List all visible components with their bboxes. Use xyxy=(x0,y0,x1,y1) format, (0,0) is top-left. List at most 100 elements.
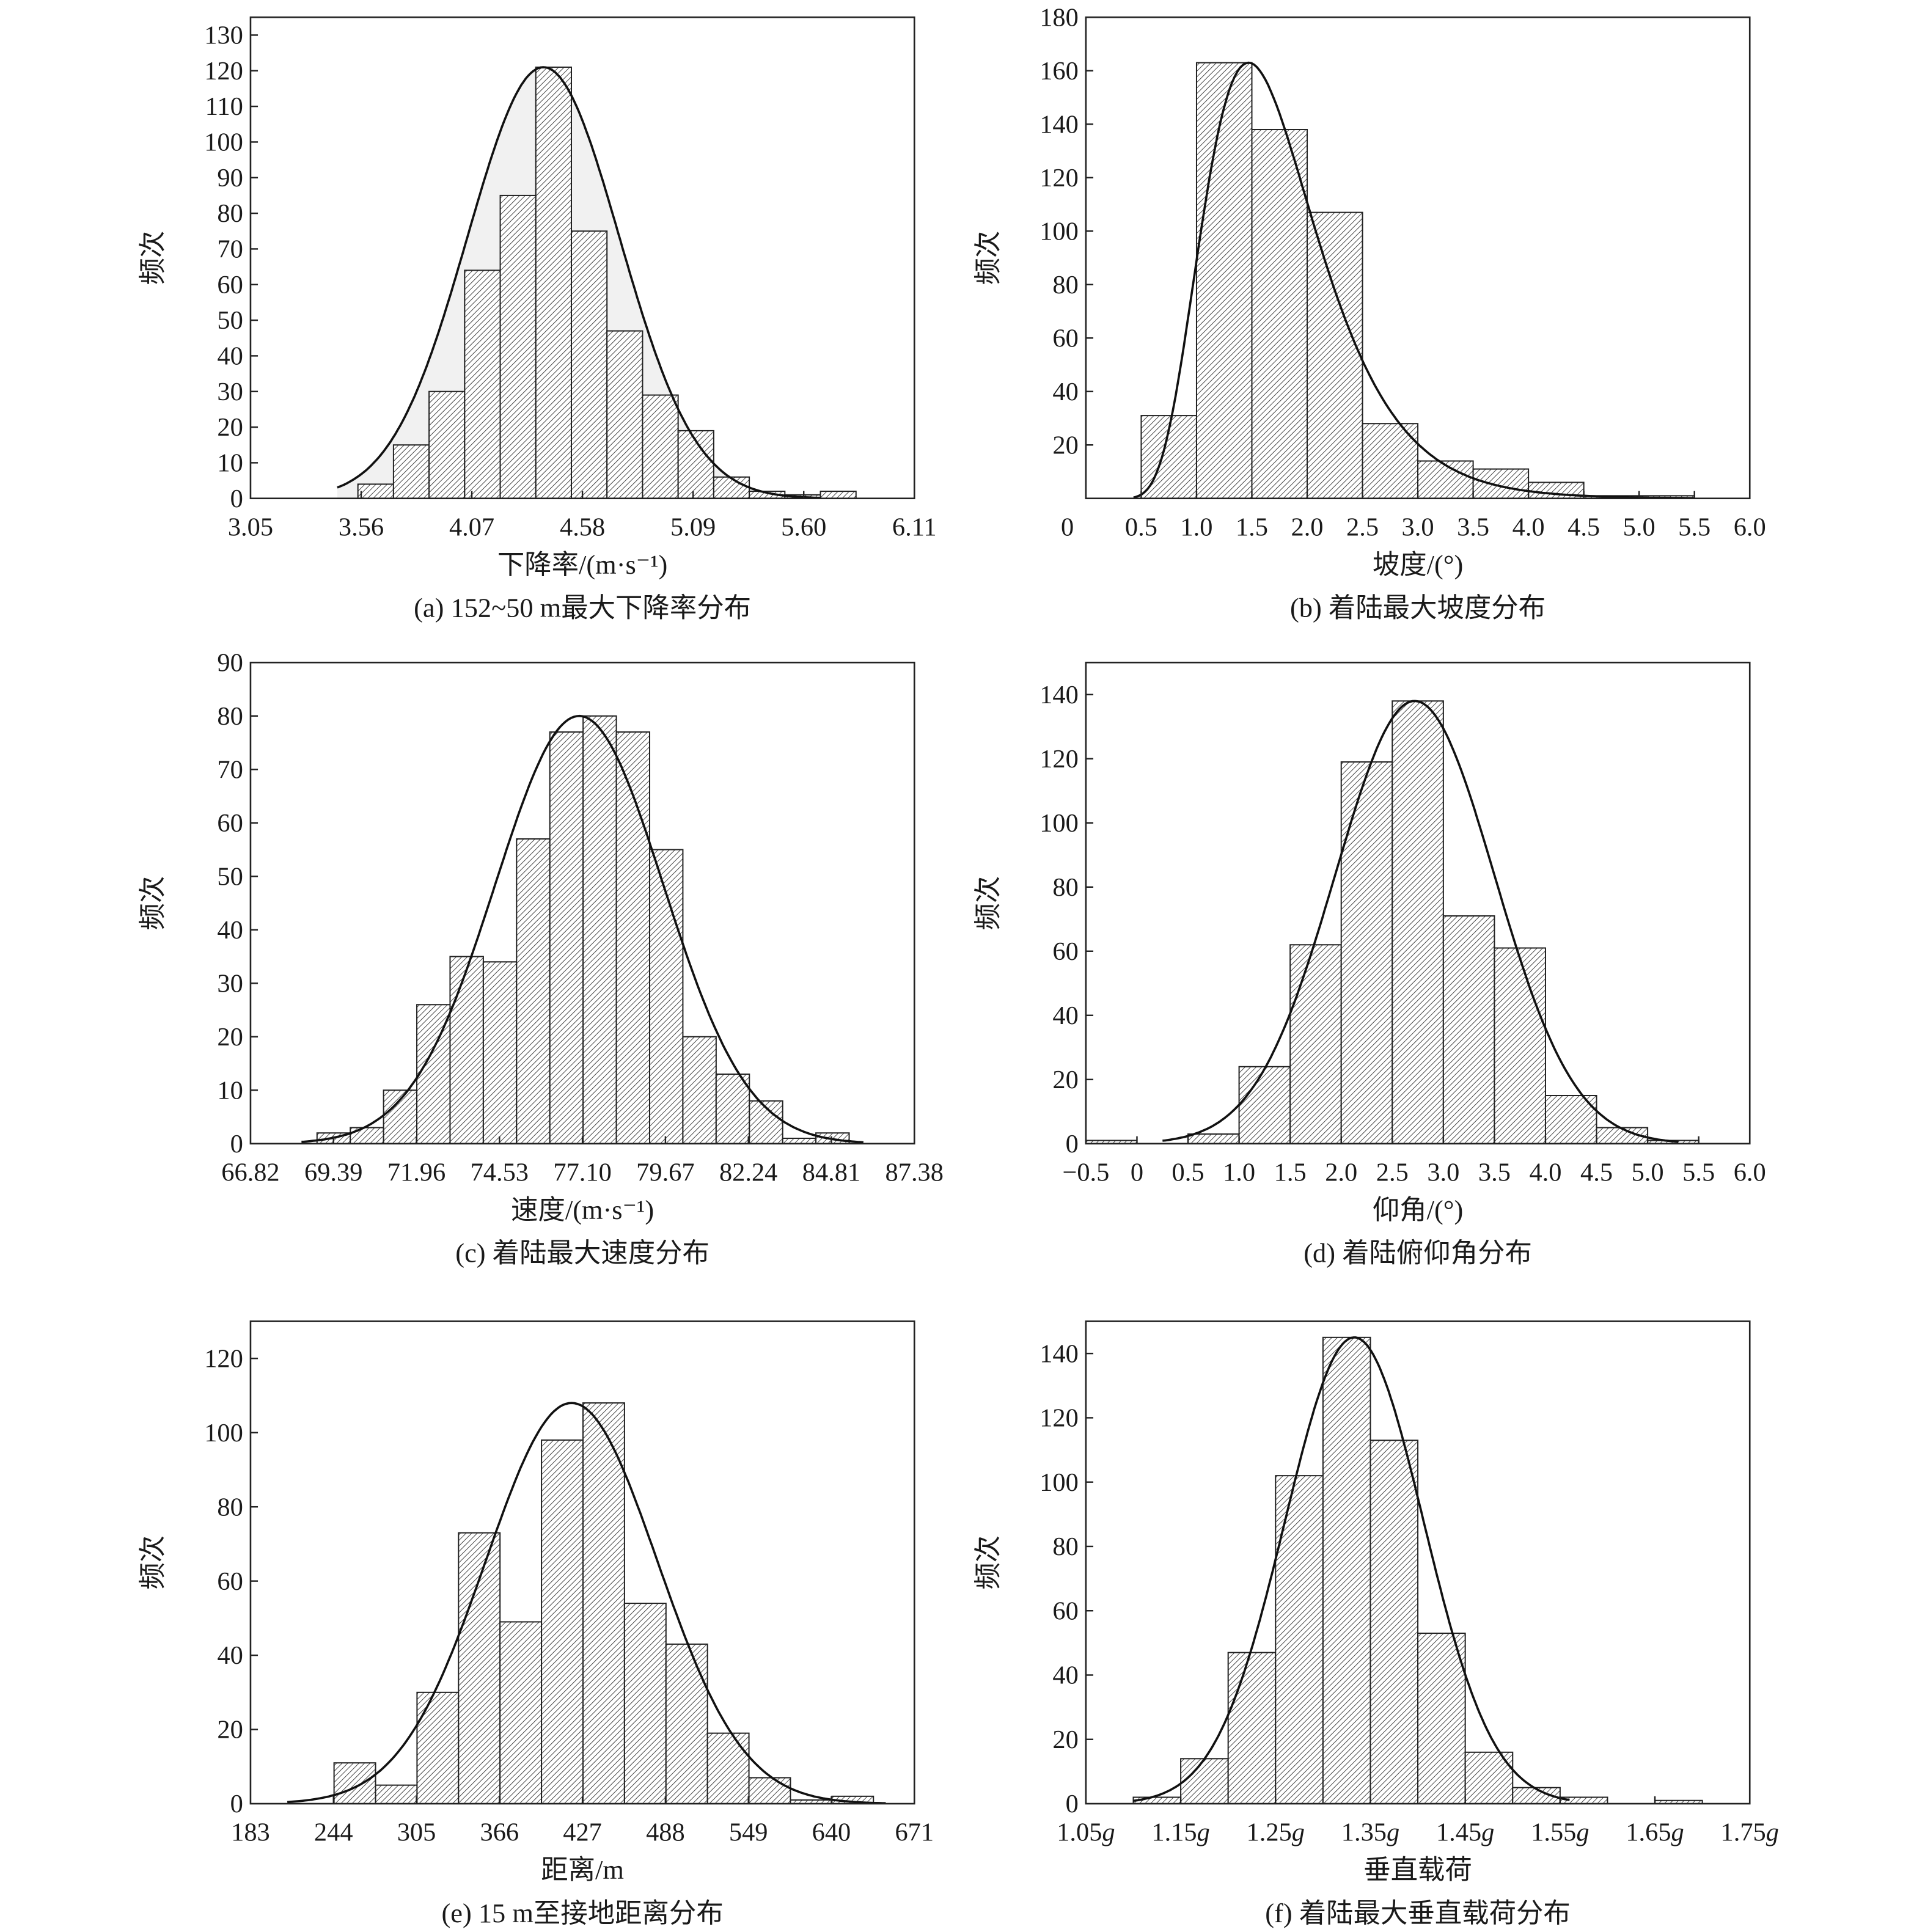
x-tick-label: 2.0 xyxy=(1325,1158,1357,1187)
histogram-bar xyxy=(748,1777,791,1805)
y-tick-label: 120 xyxy=(1040,1404,1079,1433)
y-tick-label: 160 xyxy=(1040,57,1079,86)
x-tick-label: 2.5 xyxy=(1346,513,1379,541)
x-tick-label: 3.0 xyxy=(1427,1158,1459,1187)
y-tick-label: 80 xyxy=(1052,271,1078,299)
chart-panel-a: 0 10 20 30 40 50 60 70 80 90 100 110 120 130 3.05 3.56 4… xyxy=(138,16,937,623)
histogram-bar xyxy=(1370,1440,1419,1805)
y-tick-label: 70 xyxy=(217,755,243,784)
x-tick-label: 82.24 xyxy=(719,1158,777,1187)
histogram-bar xyxy=(1251,129,1308,499)
x-tick-label: 2.5 xyxy=(1376,1158,1409,1187)
x-tick-label: 1.45g xyxy=(1436,1818,1494,1847)
x-tick-label: 2.0 xyxy=(1291,513,1324,541)
y-tick-label: 10 xyxy=(217,1076,243,1105)
y-tick-label: 20 xyxy=(1052,1725,1078,1754)
y-tick-label: 100 xyxy=(1040,1468,1079,1497)
histogram-bar xyxy=(1340,761,1393,1144)
x-tick-label: 4.5 xyxy=(1568,513,1600,541)
y-tick-label: 0 xyxy=(230,1130,243,1158)
histogram-bar xyxy=(535,66,573,499)
fit-curve xyxy=(1133,61,1695,499)
y-tick-label: 30 xyxy=(217,378,243,406)
histogram-bar xyxy=(1275,1475,1324,1805)
x-tick-label: 1.5 xyxy=(1236,513,1268,541)
histogram-bar xyxy=(449,956,484,1144)
histogram-bar xyxy=(642,394,679,499)
y-tick-label: 80 xyxy=(217,199,243,228)
histogram-bar xyxy=(464,269,501,499)
histogram-bar xyxy=(482,961,518,1144)
histogram-bar xyxy=(1417,1633,1466,1805)
x-tick-label: 6.0 xyxy=(1734,513,1766,541)
y-axis-title: 频次 xyxy=(138,1535,168,1590)
x-tick-label: 305 xyxy=(397,1818,436,1847)
x-axis-title: 坡度/(°) xyxy=(1373,549,1463,580)
y-tick-label: 90 xyxy=(217,648,243,677)
x-tick-label: 1.0 xyxy=(1223,1158,1255,1187)
y-tick-label: 40 xyxy=(217,342,243,371)
x-tick-label: 1.05g xyxy=(1057,1818,1115,1847)
x-tick-label: −0.5 xyxy=(1062,1158,1109,1187)
x-tick-label: 183 xyxy=(231,1818,270,1847)
y-tick-label: 120 xyxy=(1040,164,1079,192)
y-tick-label: 40 xyxy=(1052,1661,1078,1690)
y-tick-label: 0 xyxy=(1066,1130,1079,1158)
histogram-bar xyxy=(582,1402,625,1805)
x-tick-label: 3.0 xyxy=(1402,513,1434,541)
histogram-bar xyxy=(499,1621,543,1805)
x-tick-label: 6.11 xyxy=(892,513,937,541)
histogram-bar xyxy=(458,1532,501,1805)
x-tick-label: 0.5 xyxy=(1125,513,1157,541)
fit-curve xyxy=(1162,700,1679,1143)
histogram-bar xyxy=(782,1137,817,1144)
panel-caption: (f) 着陆最大垂直载荷分布 xyxy=(1265,1898,1571,1928)
x-tick-label: 87.38 xyxy=(886,1158,944,1187)
y-tick-label: 110 xyxy=(205,92,243,121)
y-tick-label: 30 xyxy=(217,969,243,998)
y-tick-label: 20 xyxy=(1052,431,1078,459)
histogram-bar xyxy=(606,330,644,499)
chart-panel-e: 0 20 40 60 80 100 120 183 244 305 366 427 488 549 640 6… xyxy=(138,1320,934,1928)
panel-caption: (b) 着陆最大坡度分布 xyxy=(1290,593,1546,623)
y-tick-label: 100 xyxy=(204,128,243,157)
y-tick-label: 60 xyxy=(217,809,243,838)
x-axis-title: 距离/m xyxy=(541,1854,624,1885)
histogram-bar xyxy=(570,230,608,499)
x-tick-label: 1.75g xyxy=(1721,1818,1779,1847)
y-tick-label: 120 xyxy=(1040,745,1079,774)
histogram-bar xyxy=(333,1762,376,1805)
x-tick-label: 5.5 xyxy=(1682,1158,1715,1187)
x-axis-title: 下降率/(m·s⁻¹) xyxy=(497,549,667,580)
y-tick-label: 0 xyxy=(230,1790,243,1818)
histogram-bar xyxy=(1187,1133,1240,1144)
histogram-bar xyxy=(820,491,857,499)
y-tick-label: 10 xyxy=(217,449,243,478)
x-axis-title: 速度/(m·s⁻¹) xyxy=(511,1195,654,1225)
y-tick-label: 100 xyxy=(1040,809,1079,838)
x-tick-label: 488 xyxy=(646,1818,685,1847)
histogram-bar xyxy=(428,390,466,499)
y-tick-label: 80 xyxy=(217,1493,243,1521)
x-axis-title: 垂直载荷 xyxy=(1363,1854,1472,1885)
y-axis-title: 频次 xyxy=(138,231,168,285)
y-tick-label: 60 xyxy=(217,271,243,299)
y-tick-label: 140 xyxy=(1040,681,1079,709)
histogram-bar xyxy=(713,476,750,499)
fit-curve xyxy=(287,1402,886,1805)
x-tick-label: 69.39 xyxy=(304,1158,362,1187)
y-tick-label: 50 xyxy=(217,862,243,891)
y-tick-label: 80 xyxy=(217,702,243,731)
histogram-bar xyxy=(1417,460,1474,499)
y-tick-label: 40 xyxy=(217,1641,243,1670)
x-tick-label: 0 xyxy=(1131,1158,1143,1187)
histogram-bar xyxy=(375,1784,418,1805)
histogram-bar xyxy=(1307,211,1363,499)
y-tick-label: 0 xyxy=(1066,1790,1079,1818)
y-axis-title: 频次 xyxy=(973,1535,1003,1590)
x-tick-label: 366 xyxy=(480,1818,519,1847)
x-tick-label: 77.10 xyxy=(553,1158,611,1187)
panel-caption: (d) 着陆俯仰角分布 xyxy=(1304,1238,1532,1268)
panel-caption: (c) 着陆最大速度分布 xyxy=(455,1238,710,1268)
